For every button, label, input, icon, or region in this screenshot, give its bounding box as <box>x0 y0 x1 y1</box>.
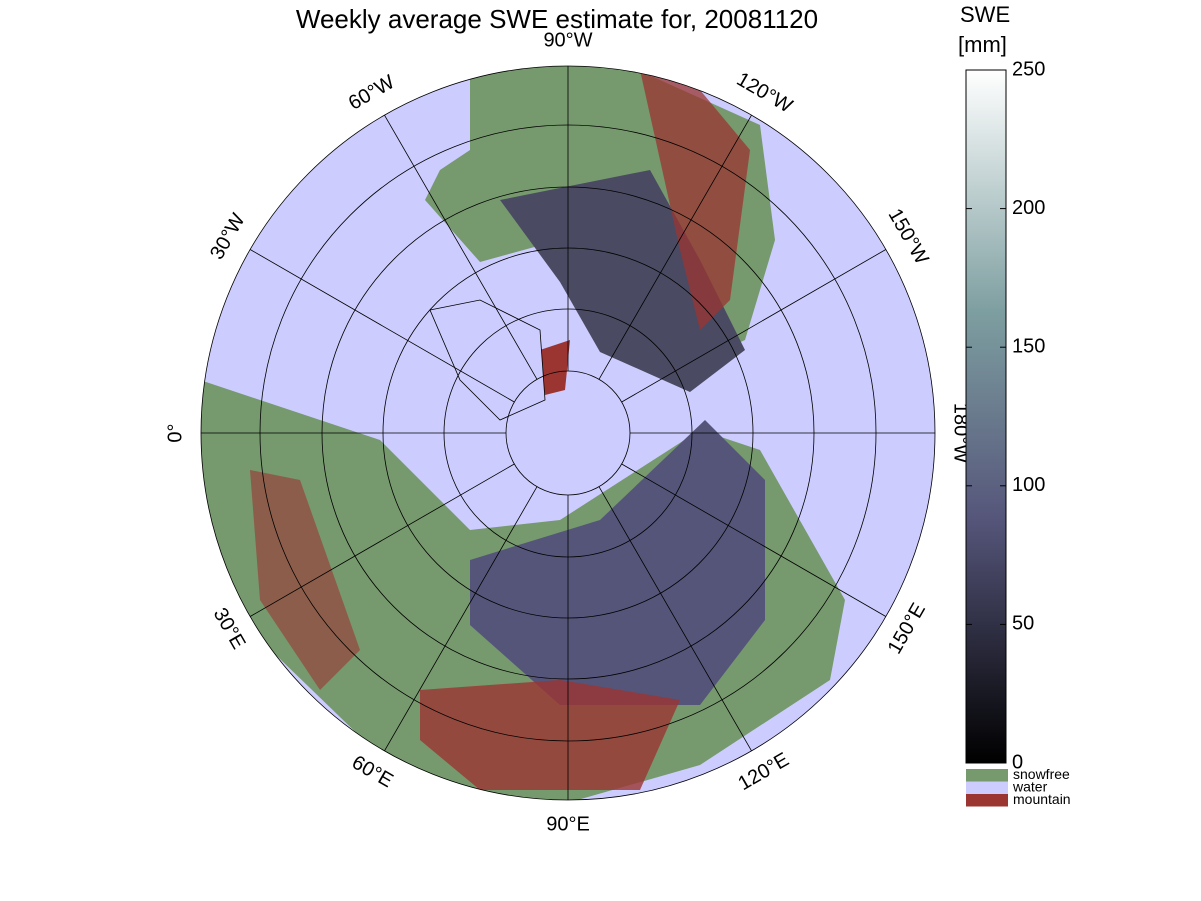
polar-map <box>201 66 935 800</box>
longitude-label: 0° <box>164 423 186 442</box>
meridian <box>621 249 887 403</box>
colorbar-tick-label: 250 <box>1012 58 1045 80</box>
colorbar-tick-label: 0 <box>1012 751 1023 773</box>
map-title: Weekly average SWE estimate for, 2008112… <box>296 4 818 34</box>
legend-swatch <box>966 769 1008 782</box>
legend-label: mountain <box>1013 791 1071 807</box>
mountain-asia <box>420 680 680 790</box>
snow-north-america <box>500 170 745 392</box>
greenland-outline <box>429 299 546 421</box>
meridian <box>384 486 538 752</box>
longitude-label: 60°W <box>345 71 399 115</box>
legend-swatch <box>966 781 1008 794</box>
legend-label: water <box>1012 779 1048 795</box>
colorbar-label: [mm] <box>958 32 1007 57</box>
legend-label: snowfree <box>1013 766 1070 782</box>
colorbar-tick-label: 150 <box>1012 335 1045 357</box>
colorbar-label: SWE <box>960 2 1010 27</box>
longitude-label: 90°E <box>546 813 590 835</box>
meridian <box>384 114 538 380</box>
colorbar-tick-label: 200 <box>1012 197 1045 219</box>
snow-eurasia <box>470 420 765 705</box>
meridian <box>598 486 752 752</box>
longitude-label: 60°E <box>348 751 397 792</box>
colorbar-ticks: 0 50 100 150 200 250 <box>966 58 1045 773</box>
colorbar <box>965 69 1007 764</box>
longitude-label: 30°W <box>206 210 250 264</box>
mountain-greenland <box>540 340 570 395</box>
meridian <box>621 463 887 617</box>
mountain-europe <box>250 470 360 690</box>
mountain-rockies <box>640 70 750 330</box>
longitude-label: 90°W <box>543 29 592 51</box>
graticule <box>200 65 936 801</box>
longitude-label: 30°E <box>209 604 250 653</box>
meridian <box>249 249 515 403</box>
colorbar-tick-label: 50 <box>1012 613 1034 635</box>
colorbar-tick-label: 100 <box>1012 474 1045 496</box>
meridian <box>598 114 752 380</box>
meridian <box>249 463 515 617</box>
legend-swatch <box>966 794 1008 807</box>
